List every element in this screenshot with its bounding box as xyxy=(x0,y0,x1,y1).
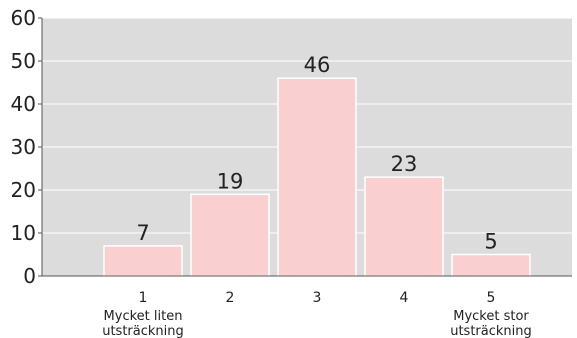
y-tick-label-40: 40 xyxy=(11,92,36,116)
x-tick-sublabel-1-2: utsträckning xyxy=(102,324,184,338)
x-tick-label-5: 5 xyxy=(487,290,496,306)
x-tick-label-1: 1 xyxy=(139,290,148,306)
bar-4 xyxy=(364,176,444,277)
bar-2 xyxy=(190,193,270,277)
bar-5 xyxy=(451,253,531,277)
y-tick-label-60: 60 xyxy=(11,6,36,30)
y-tick-label-0: 0 xyxy=(23,264,36,288)
y-tick-label-50: 50 xyxy=(11,49,36,73)
x-tick-sublabel-1-1: Mycket liten xyxy=(104,309,183,324)
x-tick-label-4: 4 xyxy=(400,290,409,306)
data-labels: 7 19 46 23 5 xyxy=(136,53,497,253)
data-label-4: 23 xyxy=(391,152,418,176)
y-tick-label-30: 30 xyxy=(11,135,36,159)
y-tick-label-10: 10 xyxy=(11,221,36,245)
x-tick-sublabel-5-1: Mycket stor xyxy=(453,309,529,324)
x-tick-label-3: 3 xyxy=(313,290,322,306)
bars xyxy=(103,77,531,277)
data-label-5: 5 xyxy=(484,230,497,254)
x-tick-sublabel-5-2: utsträckning xyxy=(450,324,532,338)
bar-3 xyxy=(277,77,357,277)
data-label-3: 46 xyxy=(304,53,331,77)
axes xyxy=(38,17,572,277)
data-label-1: 7 xyxy=(136,221,149,245)
data-label-2: 19 xyxy=(217,169,244,193)
y-tick-label-20: 20 xyxy=(11,178,36,202)
y-tick-labels: 0 10 20 30 40 50 60 xyxy=(11,6,36,288)
bar-1 xyxy=(103,245,183,277)
x-tick-label-2: 2 xyxy=(226,290,235,306)
